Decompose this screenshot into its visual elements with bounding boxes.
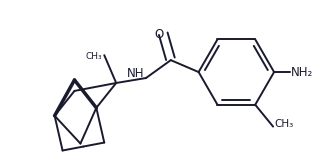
Text: NH: NH [127,67,144,80]
Text: CH₃: CH₃ [86,52,102,61]
Text: O: O [154,28,163,41]
Text: CH₃: CH₃ [274,119,293,129]
Text: NH₂: NH₂ [291,66,313,79]
